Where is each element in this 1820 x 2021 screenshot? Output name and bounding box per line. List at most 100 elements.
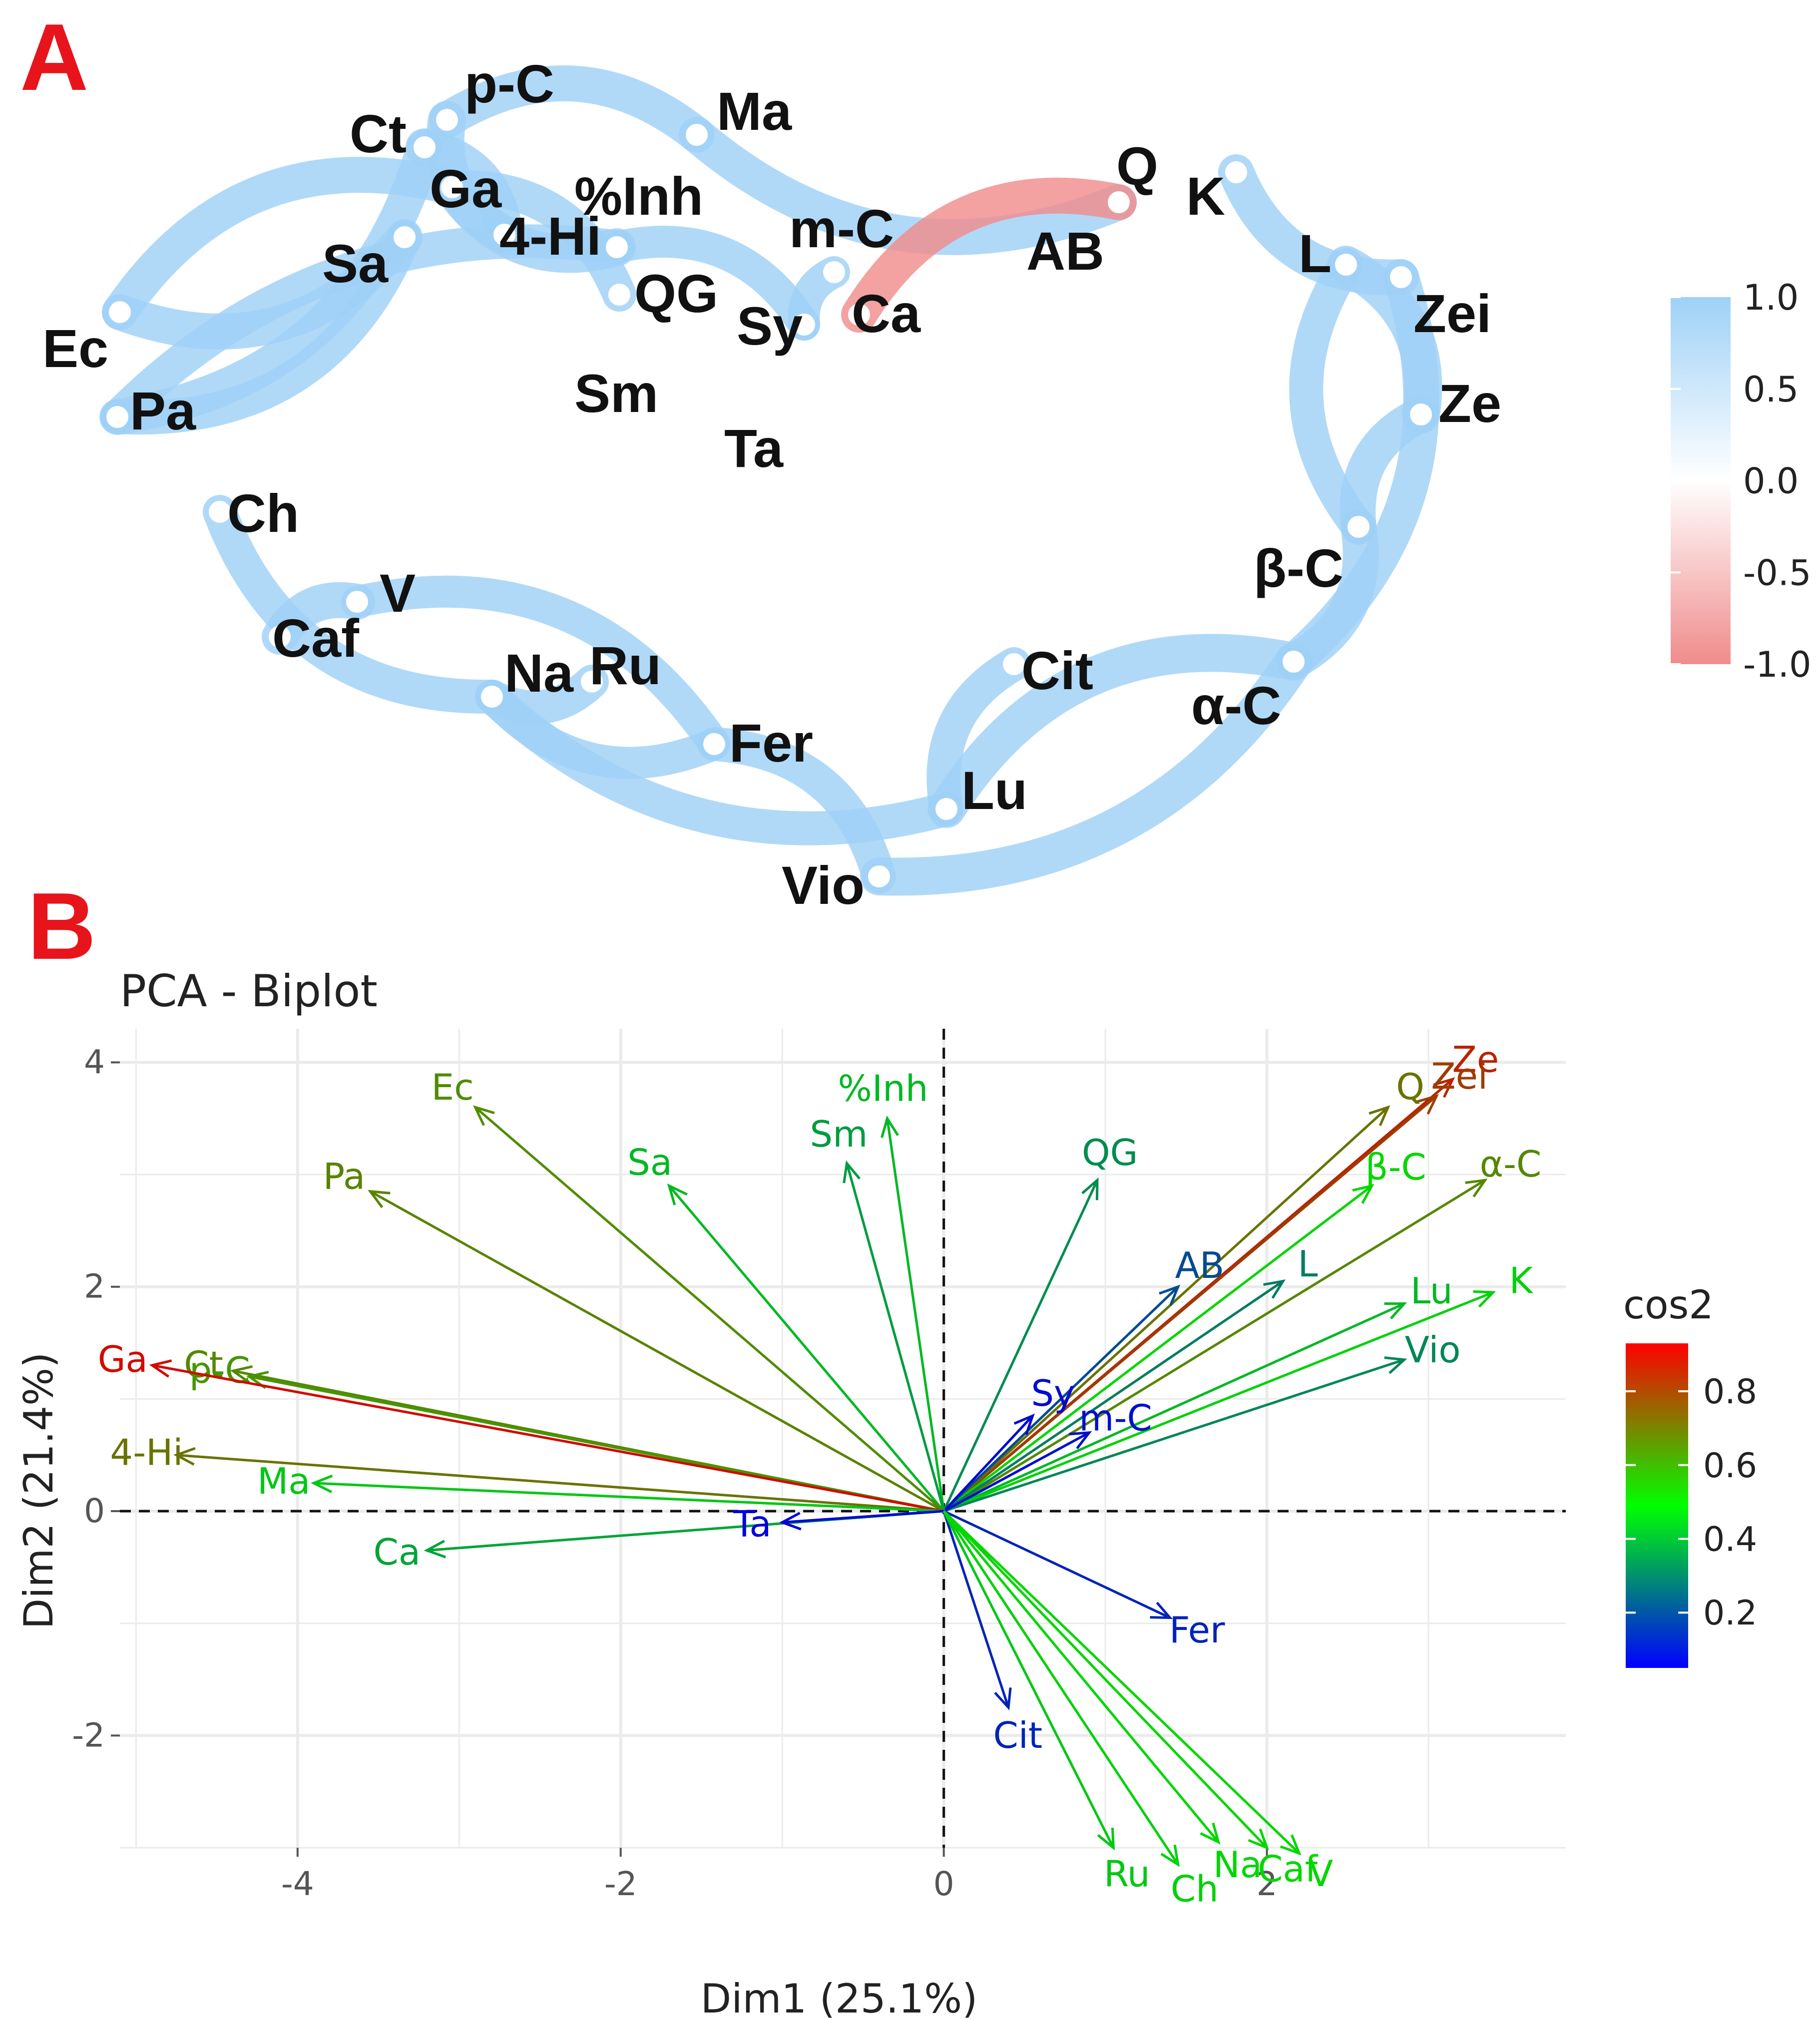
network-node-label: Ec (42, 318, 108, 379)
network-node-label: QG (634, 263, 718, 324)
loading-vector-arrowhead (667, 1183, 688, 1206)
loading-vector-arrowhead (1368, 1105, 1390, 1126)
loading-vector-arrowhead (230, 1365, 253, 1384)
loading-vector (314, 1482, 944, 1513)
y-tick-label: 2 (84, 1267, 105, 1306)
loading-vector-label: Lu (1410, 1270, 1452, 1312)
loading-vector-label: K (1509, 1260, 1534, 1302)
loading-vector-arrowhead (472, 1105, 495, 1126)
network-node (686, 124, 708, 146)
loading-vector (942, 1510, 1115, 1849)
loading-vector-arrowhead (1280, 1834, 1302, 1856)
network-node-label: m-C (789, 198, 894, 259)
network-node (209, 501, 231, 523)
loading-vector-arrowhead (1248, 1828, 1269, 1850)
network-node (608, 284, 630, 306)
loading-vector (886, 1118, 945, 1512)
network-node (269, 626, 291, 648)
loading-vector-arrowhead (149, 1359, 172, 1378)
network-node-label: 4-Hi (499, 206, 601, 266)
loading-vector-label: %Inh (838, 1067, 928, 1109)
network-node-label: Q (1116, 136, 1158, 196)
network-node (493, 224, 515, 246)
correlation-legend-ticks: 1.0 0.5 0.0 -0.5 -1.0 (1671, 277, 1812, 685)
network-edge (860, 643, 1313, 896)
loading-vector-label: Q (1396, 1066, 1424, 1108)
network-edge (601, 226, 820, 341)
loading-vector (176, 1454, 944, 1513)
network-node-label: Lu (961, 760, 1027, 820)
loading-vector-label: Sm (810, 1113, 868, 1155)
network-node-label: β-C (1254, 538, 1344, 598)
network-node (848, 304, 870, 326)
loading-vector-label: Na (1213, 1844, 1262, 1886)
network-node (414, 136, 436, 158)
network-edge (841, 177, 1137, 333)
network-edge (429, 65, 715, 153)
panel-a-letter: A (20, 4, 88, 110)
correlation-legend-tick-label: -1.0 (1743, 644, 1812, 685)
loading-vector (942, 1510, 1179, 1866)
network-node (1003, 653, 1025, 675)
loading-vector-arrowhead (368, 1190, 391, 1209)
network-node (1348, 516, 1369, 538)
network-node-label: Vio (782, 855, 865, 915)
loading-vector-label: Caf (1258, 1848, 1318, 1890)
loading-vector-label: Sy (1031, 1372, 1075, 1414)
network-node (1335, 254, 1357, 276)
network-edge (435, 170, 636, 312)
loading-vector-label: Ma (257, 1460, 310, 1502)
loading-vector-label: V (1309, 1853, 1333, 1895)
network-edge (475, 680, 963, 845)
loading-vector-label: Ta (733, 1503, 771, 1545)
loading-vector-label: Ga (98, 1338, 148, 1380)
loading-vector-arrowhead (1013, 1413, 1035, 1435)
loading-vector-label: α-C (1480, 1143, 1542, 1185)
network-node-label: Ru (589, 635, 661, 696)
cos2-legend-title: cos2 (1623, 1283, 1714, 1328)
loading-vector (474, 1106, 945, 1512)
loading-vector-arrowhead (779, 1512, 802, 1531)
x-tick-label: 0 (933, 1865, 954, 1903)
network-edge (697, 727, 896, 893)
network-edge (1289, 248, 1375, 544)
loading-vector (942, 1511, 1010, 1708)
loading-vector-label: Ch (1171, 1868, 1219, 1910)
loading-vector-arrowhead (1069, 1431, 1092, 1450)
loading-vector-label: Ct (184, 1344, 223, 1386)
network-node-label: Ma (717, 81, 792, 141)
network-node (793, 314, 815, 336)
correlation-legend-tick-label: 0.0 (1743, 461, 1799, 502)
network-edge (100, 220, 422, 435)
y-tick-label: -2 (72, 1716, 105, 1754)
loading-vector-arrowhead (1081, 1177, 1099, 1201)
chart-title: PCA - Biplot (120, 965, 378, 1017)
correlation-legend-tick-label: -0.5 (1743, 552, 1812, 593)
network-node-label: V (380, 563, 416, 623)
network-node-label: p-C (464, 53, 554, 114)
network-node-label: Sy (737, 296, 803, 356)
network-edge (262, 582, 375, 655)
network-node (436, 109, 458, 131)
loading-vector (942, 1510, 1301, 1855)
network-node (1225, 161, 1247, 183)
network-node (106, 406, 128, 428)
loading-vector (152, 1364, 944, 1513)
network-node-label: L (1299, 223, 1332, 284)
network-node (868, 865, 890, 887)
network-node-label: Zei (1413, 283, 1491, 344)
network-node (823, 261, 845, 283)
loading-vector-label: Ze (1452, 1038, 1499, 1080)
cos2-legend-tick-label: 0.6 (1703, 1446, 1757, 1486)
network-node (394, 226, 416, 248)
network-node-label: %Inh (574, 166, 703, 226)
loading-vector (943, 1302, 1405, 1513)
loading-vector (668, 1185, 945, 1512)
network-node (1390, 266, 1412, 288)
loading-vector-label: Cit (993, 1714, 1043, 1756)
loading-vector-arrowhead (843, 1160, 861, 1184)
loading-vector-arrowhead (1465, 1179, 1488, 1198)
